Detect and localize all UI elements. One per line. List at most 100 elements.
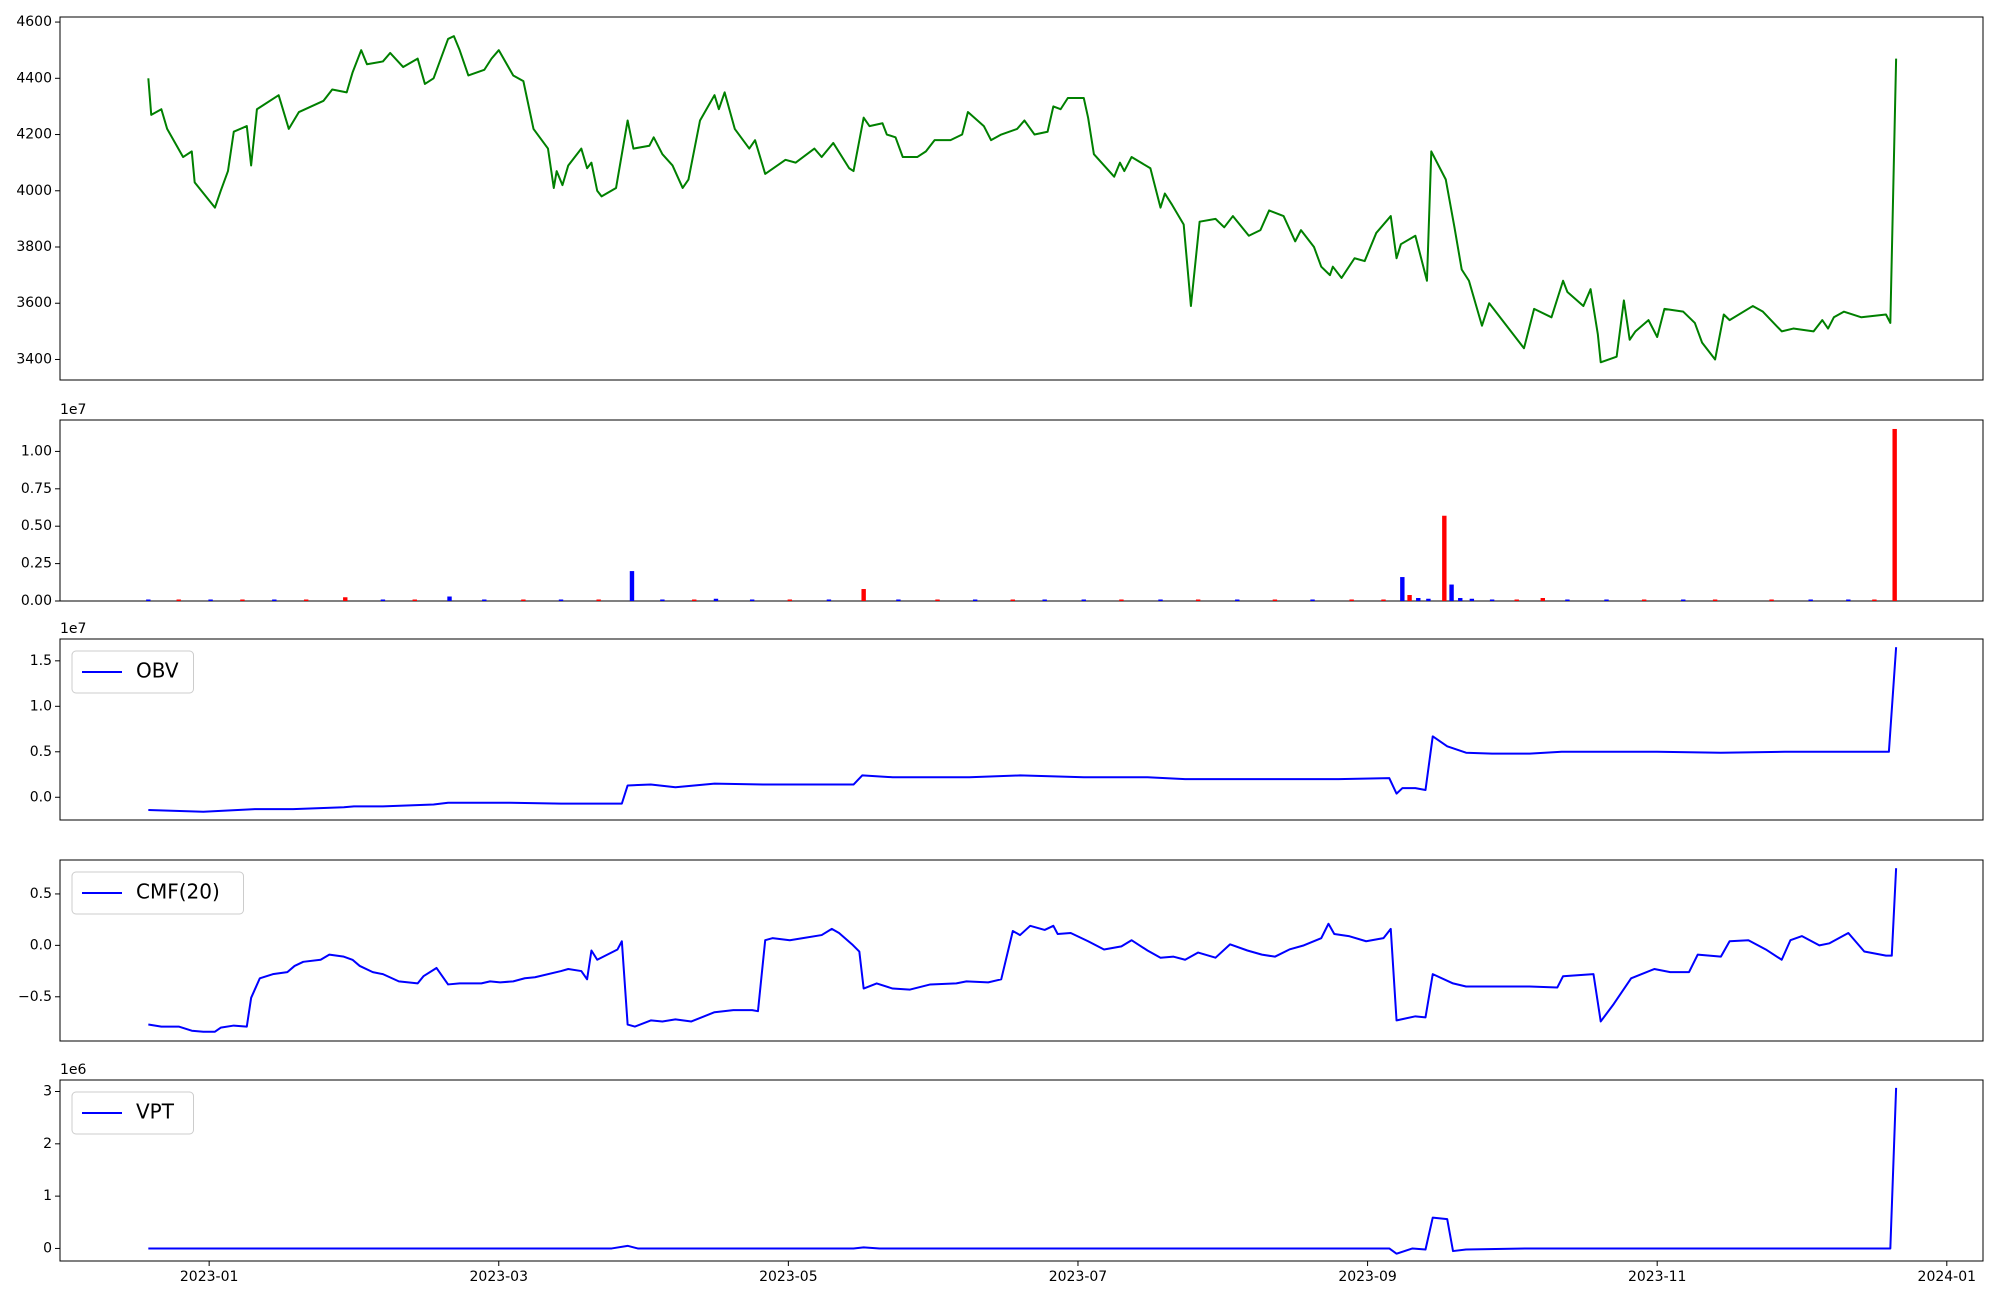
- legend-label: OBV: [136, 659, 179, 683]
- bar: [1010, 599, 1016, 601]
- bar: [1565, 599, 1570, 601]
- bar: [1846, 599, 1851, 601]
- x-tick-label: 2023-07: [1049, 1269, 1108, 1285]
- x-tick-label: 2023-11: [1628, 1269, 1687, 1285]
- bar: [1310, 599, 1315, 601]
- axis-offset: 1e7: [60, 402, 86, 418]
- bar: [1808, 599, 1813, 601]
- bar: [1081, 599, 1086, 601]
- bar: [1449, 584, 1454, 601]
- bar: [1540, 598, 1545, 601]
- plot-frame: [59, 419, 1984, 602]
- bar: [1769, 599, 1774, 601]
- y-tick-label: 1.5: [30, 653, 52, 669]
- bar: [826, 599, 832, 601]
- bar: [240, 599, 245, 601]
- bar: [1641, 599, 1647, 601]
- bar: [412, 599, 417, 601]
- y-tick-label: 4600: [16, 14, 52, 30]
- bar: [1469, 598, 1475, 601]
- y-tick-label: 0.50: [21, 518, 52, 534]
- y-tick-label: 4000: [16, 183, 52, 199]
- bar: [482, 599, 487, 601]
- bar: [1426, 598, 1431, 601]
- legend-label: VPT: [136, 1100, 175, 1124]
- x-tick-label: 2023-01: [180, 1269, 239, 1285]
- data-line: [148, 1087, 1898, 1255]
- y-tick-label: 3400: [16, 351, 52, 367]
- y-tick-label: 0.0: [30, 937, 52, 953]
- data-line: [148, 868, 1898, 1033]
- bar: [972, 599, 978, 601]
- bar: [447, 596, 452, 601]
- bar: [1458, 598, 1463, 601]
- bar: [660, 599, 665, 601]
- legend-box: [71, 871, 244, 915]
- bar: [1195, 599, 1201, 601]
- bar: [1442, 515, 1447, 601]
- data-line: [147, 35, 1898, 364]
- x-tick-label: 2023-03: [470, 1269, 529, 1285]
- bar: [861, 589, 866, 601]
- plot-frame: [59, 16, 1984, 381]
- y-tick-label: 0.00: [21, 593, 52, 609]
- bar: [558, 599, 564, 601]
- y-tick-label: 0.5: [30, 886, 52, 902]
- bar: [1872, 599, 1877, 601]
- bar: [1400, 577, 1405, 601]
- bar: [935, 599, 940, 601]
- plot-frame: [59, 859, 1984, 1042]
- y-tick-label: 0: [43, 1240, 52, 1256]
- bar: [692, 599, 697, 601]
- bar: [1158, 599, 1163, 601]
- bar: [303, 599, 309, 601]
- y-tick-label: 0.25: [21, 556, 52, 572]
- bar: [1514, 599, 1519, 601]
- y-tick-label: 1.0: [30, 698, 52, 714]
- bar: [208, 599, 213, 601]
- bar: [1892, 428, 1897, 601]
- bar: [596, 599, 601, 601]
- bar: [146, 599, 151, 601]
- bar: [1042, 599, 1047, 601]
- y-tick-label: −0.5: [18, 989, 52, 1005]
- bar: [1119, 599, 1124, 601]
- y-tick-label: 3800: [16, 239, 52, 255]
- x-tick-label: 2023-09: [1338, 1269, 1397, 1285]
- data-line: [148, 647, 1898, 813]
- bar: [1712, 599, 1718, 601]
- bar: [1381, 599, 1386, 601]
- bar: [713, 598, 719, 601]
- bar: [343, 597, 348, 601]
- bar: [1349, 599, 1354, 601]
- bar: [787, 599, 793, 601]
- y-tick-label: 4200: [16, 127, 52, 143]
- y-tick-label: 3: [43, 1084, 52, 1100]
- y-tick-label: 0.0: [30, 789, 52, 805]
- plot-frame: [59, 1079, 1984, 1262]
- bar: [629, 571, 635, 601]
- x-tick-label: 2023-05: [759, 1269, 818, 1285]
- plot-frame: [59, 638, 1984, 821]
- bar: [1407, 595, 1412, 601]
- bar: [1235, 599, 1240, 601]
- bar: [380, 599, 386, 601]
- bar: [1604, 599, 1609, 601]
- bar: [1416, 598, 1421, 601]
- bar: [521, 599, 526, 601]
- y-tick-label: 4400: [16, 70, 52, 86]
- legend-box: [71, 650, 194, 694]
- y-tick-label: 0.5: [30, 744, 52, 760]
- y-tick-label: 0.75: [21, 481, 52, 497]
- y-tick-label: 3600: [16, 295, 52, 311]
- y-tick-label: 2: [43, 1136, 52, 1152]
- y-tick-label: 1.00: [21, 443, 52, 459]
- axis-offset: 1e6: [60, 1062, 87, 1078]
- y-tick-label: 1: [43, 1188, 52, 1204]
- bar: [749, 599, 755, 601]
- bar: [176, 599, 181, 601]
- x-tick-label: 2024-01: [1918, 1269, 1977, 1285]
- bar: [272, 599, 277, 601]
